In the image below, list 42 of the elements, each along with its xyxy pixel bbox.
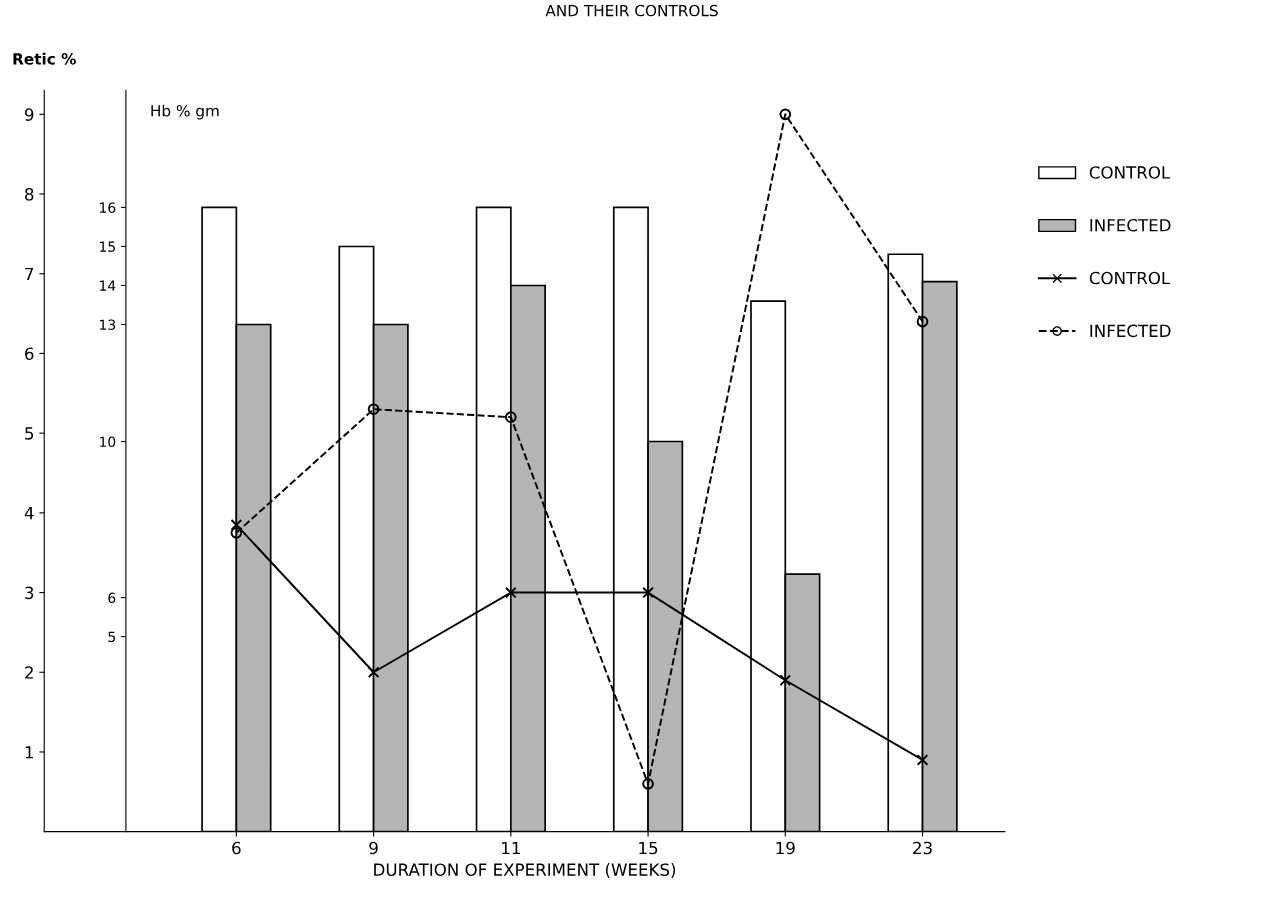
y2-tick-label: 5: [108, 631, 115, 643]
y-axis-title: Retic %: [13, 52, 76, 65]
y-tick-label: 8: [25, 187, 34, 201]
x-tick-label: 19: [776, 841, 795, 855]
point: [916, 315, 929, 328]
y2-tick-label: 14: [100, 280, 116, 291]
point: [916, 754, 929, 766]
legend-label: INFECTED: [1090, 218, 1171, 232]
x-axis-title: DURATION OF EXPERIMENT (WEEKS): [374, 863, 676, 878]
x-tick-label: 11: [502, 841, 520, 855]
x-tick-label: 9: [369, 841, 378, 855]
y2-tick-label: 10: [100, 436, 116, 448]
point: [642, 586, 654, 599]
point: [230, 518, 243, 531]
y2-tick-label: 13: [100, 319, 116, 330]
y-tick-label: 4: [24, 507, 34, 520]
y-tick-label: 6: [25, 347, 34, 360]
legend-label: INFECTED: [1090, 324, 1171, 338]
point: [367, 403, 380, 416]
y-tick-label: 3: [25, 586, 34, 600]
y2-tick-label: 15: [100, 241, 115, 252]
point: [642, 778, 654, 790]
legend-label: CONTROL: [1089, 271, 1171, 285]
point: [505, 411, 517, 424]
point: [779, 674, 792, 687]
y-tick-label: 5: [25, 427, 34, 440]
y-tick-label: 7: [25, 267, 34, 281]
point: [505, 586, 517, 599]
x-tick-label: 6: [232, 841, 241, 855]
x-tick-label: 23: [913, 841, 932, 855]
y-tick-label: 9: [24, 108, 34, 121]
chart-title: AND THEIR CONTROLS: [545, 4, 718, 17]
y-tick-label: 1: [25, 746, 33, 759]
y2-tick-label: 16: [100, 202, 116, 213]
y2-axis-title: Hb % gm: [151, 104, 219, 120]
legend-label: CONTROL: [1089, 166, 1171, 179]
y2-tick-label: 6: [108, 592, 116, 604]
x-tick-label: 15: [639, 841, 658, 855]
point: [779, 108, 792, 121]
point: [230, 526, 243, 539]
point: [367, 666, 380, 679]
y-tick-label: 2: [25, 666, 33, 679]
